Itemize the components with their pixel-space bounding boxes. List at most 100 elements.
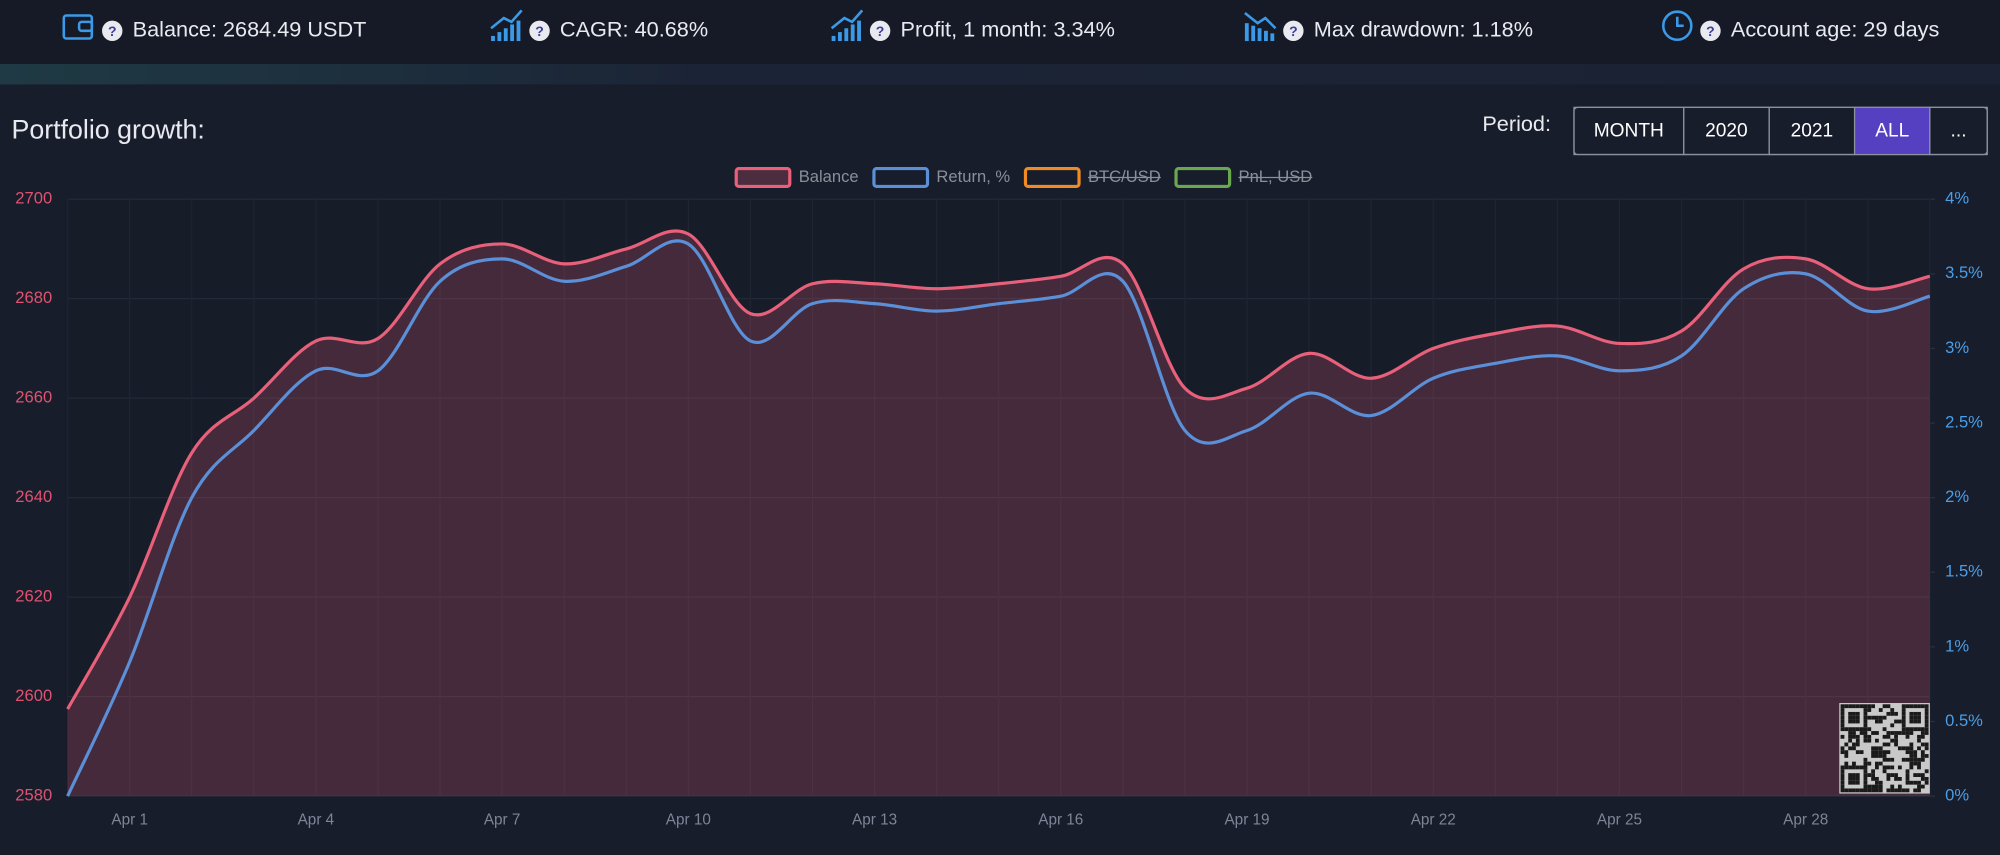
qr-module [1855, 734, 1860, 739]
qr-module [1886, 731, 1891, 735]
qr-module [1905, 773, 1910, 777]
qr-module [1905, 750, 1910, 755]
qr-module [1840, 715, 1845, 720]
qr-module [1920, 750, 1925, 755]
qr-module [1867, 738, 1872, 743]
qr-module [1897, 719, 1902, 724]
qr-module [1848, 776, 1853, 781]
qr-module [1920, 742, 1925, 747]
qr-module [1913, 788, 1918, 793]
qr-module [1871, 769, 1875, 774]
stat-text: Balance: 2684.49 USDT [133, 17, 367, 42]
qr-module [1840, 746, 1845, 751]
y2-tick-label: 1.5% [1945, 562, 1983, 581]
qr-module [1875, 761, 1879, 766]
qr-module [1901, 723, 1906, 728]
legend-item[interactable]: BTC/USD [1023, 167, 1161, 189]
period-button-bg[interactable] [1853, 106, 1931, 156]
qr-code [1839, 703, 1930, 794]
qr-module [1863, 734, 1868, 739]
qr-module [1894, 773, 1898, 777]
help-icon[interactable] [1700, 20, 1721, 42]
legend-label[interactable]: Balance [799, 167, 859, 186]
chart-icon [510, 24, 515, 42]
qr-module [1863, 738, 1868, 743]
qr-module [1852, 776, 1856, 781]
qr-module [1840, 734, 1845, 739]
qr-module [1913, 719, 1918, 724]
qr-module [1920, 773, 1925, 777]
x-tick-label: Apr 19 [1224, 811, 1269, 828]
y2-tick-label: 2% [1945, 487, 1969, 506]
legend-item[interactable]: PnL, USD [1174, 167, 1313, 189]
qr-module [1871, 750, 1875, 755]
help-icon[interactable] [1283, 20, 1304, 42]
qr-module [1897, 776, 1902, 781]
qr-module [1924, 711, 1929, 716]
chart-icon [830, 9, 864, 30]
legend-item[interactable]: Balance [734, 167, 859, 189]
qr-module [1882, 754, 1887, 758]
qr-module [1920, 734, 1925, 739]
qr-module [1897, 765, 1902, 770]
qr-module [1875, 765, 1879, 770]
chart-icon [857, 20, 861, 42]
panel-title: Portfolio growth: [11, 115, 204, 145]
y2-tick-label: 3.5% [1945, 263, 1983, 282]
qr-module [1886, 757, 1891, 762]
qr-module [1913, 750, 1918, 755]
qr-module [1875, 731, 1879, 735]
period-button[interactable]: 2021 [1768, 106, 1856, 156]
qr-module [1913, 757, 1918, 762]
period-button-label[interactable]: 2021 [1791, 121, 1834, 142]
qr-module [1886, 704, 1891, 709]
qr-module [1848, 788, 1853, 793]
qr-module [1924, 727, 1929, 732]
legend-label[interactable]: BTC/USD [1088, 167, 1161, 186]
qr-module [1917, 746, 1921, 751]
stat-text: Profit, 1 month: 3.34% [901, 17, 1115, 42]
period-button-label[interactable]: ... [1951, 121, 1967, 142]
qr-module [1909, 746, 1914, 751]
period-button[interactable]: ALL [1853, 106, 1931, 156]
x-tick-label: Apr 7 [484, 811, 521, 828]
qr-module [1855, 738, 1860, 743]
qr-module [1878, 780, 1883, 785]
qr-module [1909, 765, 1914, 770]
period-button-label[interactable]: MONTH [1594, 121, 1664, 142]
legend-item[interactable]: Return, % [872, 167, 1010, 189]
qr-module [1875, 788, 1879, 793]
period-button-label[interactable]: ALL [1875, 121, 1909, 142]
qr-module [1897, 788, 1902, 793]
period-button-bg[interactable] [1929, 106, 1988, 156]
qr-module [1909, 742, 1914, 747]
period-button[interactable]: ... [1929, 106, 1988, 156]
y2-tick-label: 0.5% [1945, 711, 1983, 730]
qr-module [1917, 784, 1921, 789]
qr-module [1867, 788, 1872, 793]
y-tick-label: 2600 [15, 686, 52, 705]
qr-module [1855, 704, 1860, 709]
qr-module [1867, 773, 1872, 777]
chart-icon [497, 32, 502, 42]
legend-label[interactable]: PnL, USD [1239, 167, 1313, 186]
x-tick-label: Apr 10 [666, 811, 711, 828]
qr-module [1871, 784, 1875, 789]
stat-item: ? Profit, 1 month: 3.34% [830, 9, 1115, 42]
qr-module [1894, 719, 1898, 724]
help-icon[interactable] [529, 20, 550, 42]
qr-module [1852, 719, 1856, 724]
qr-module [1878, 708, 1883, 712]
qr-module [1920, 704, 1925, 709]
qr-module [1852, 765, 1856, 770]
qr-module [1878, 746, 1883, 751]
period-button-label[interactable]: 2020 [1705, 121, 1748, 142]
help-icon[interactable] [869, 20, 891, 42]
period-button[interactable]: 2020 [1683, 106, 1770, 156]
help-icon[interactable] [102, 20, 123, 42]
qr-module [1878, 715, 1883, 720]
qr-module [1924, 715, 1929, 720]
legend-label[interactable]: Return, % [936, 167, 1010, 186]
period-button[interactable]: MONTH [1573, 106, 1685, 156]
qr-module [1863, 780, 1868, 785]
